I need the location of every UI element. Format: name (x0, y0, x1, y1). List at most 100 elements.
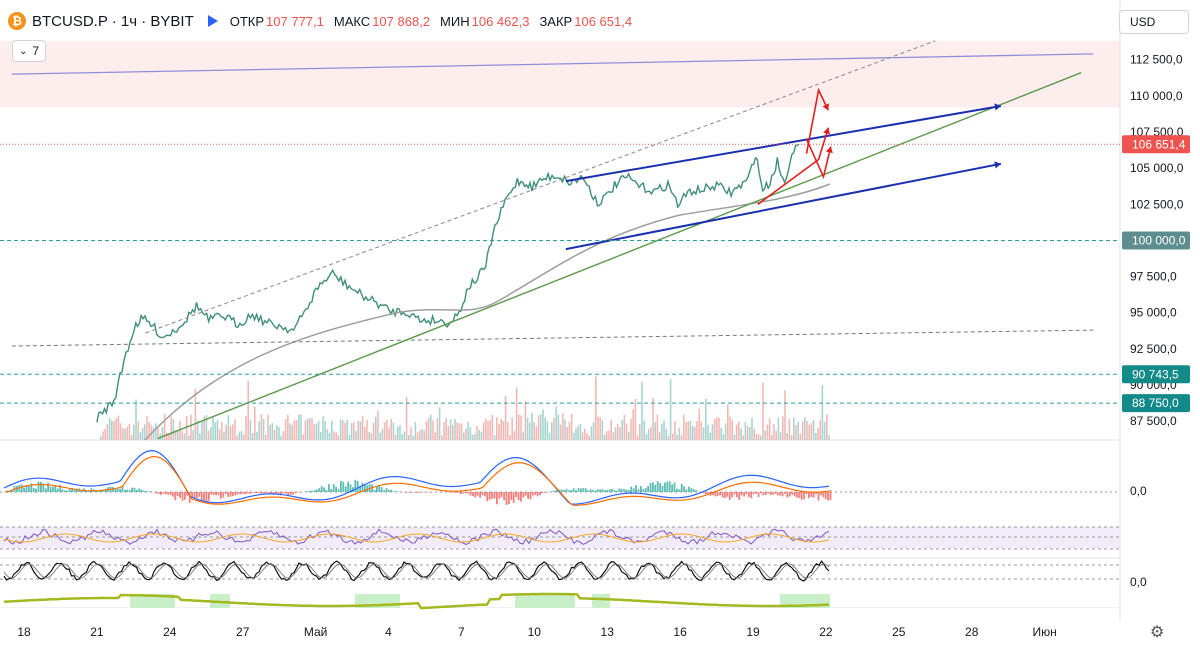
macd-histogram-bar (469, 492, 472, 496)
volume-bar (106, 424, 109, 440)
volume-bar (284, 419, 287, 440)
volume-bar (729, 416, 731, 440)
macd-histogram-bar (481, 492, 484, 496)
macd-histogram-bar (685, 489, 688, 492)
volume-bar (443, 422, 445, 440)
volume-bar (782, 415, 784, 440)
volume-bar (271, 422, 274, 440)
volume-bar (117, 415, 120, 440)
macd-histogram-bar (553, 490, 556, 492)
volume-bar (317, 420, 320, 440)
volume-bar (720, 427, 722, 440)
macd-histogram-bar (311, 490, 313, 492)
volume-bar (205, 415, 208, 440)
macd-histogram-bar (666, 481, 669, 492)
macd-histogram-bar (815, 492, 817, 495)
volume-bar (650, 427, 652, 440)
volume-bar (491, 414, 494, 440)
macd-histogram-bar (32, 488, 35, 492)
volume-bar (773, 424, 775, 440)
macd-histogram-bar (179, 492, 181, 498)
volume-bar (452, 425, 454, 440)
volume-bar (566, 427, 568, 440)
macd-histogram-bar (517, 492, 520, 501)
indicator-zero-label: 0,0 (1130, 484, 1147, 498)
volume-bar (601, 420, 604, 440)
volume-bar (113, 420, 115, 440)
macd-histogram-bar (580, 488, 582, 492)
volume-bar (533, 422, 535, 440)
y-tick-label: 95 000,0 (1130, 306, 1177, 320)
macd-histogram-bar (736, 492, 738, 497)
macd-histogram-bar (649, 483, 652, 492)
macd-histogram-bar (604, 490, 606, 492)
forecast-arrow (805, 138, 832, 180)
volume-bar (218, 429, 221, 440)
volume-bar (322, 416, 324, 440)
volume-bar (801, 421, 804, 440)
volume-bar (656, 414, 659, 440)
symbol-title[interactable]: BTCUSD.P · 1ч · BYBIT (32, 12, 194, 30)
gear-icon[interactable]: ⚙ (1150, 624, 1165, 641)
volume-bar (513, 431, 516, 440)
volume-bar (168, 432, 170, 440)
macd-histogram-bar (529, 492, 532, 500)
volume-bar (606, 431, 608, 440)
volume-bar (586, 433, 588, 440)
flag-icon[interactable] (207, 15, 218, 27)
macd-histogram-bar (676, 488, 678, 492)
volume-bar (553, 417, 555, 440)
currency-select[interactable]: USD (1119, 10, 1189, 34)
macd-histogram-bar (810, 492, 813, 497)
volume-bar (188, 435, 190, 440)
volume-bar (302, 434, 304, 440)
volume-bar (476, 425, 478, 440)
volume-bar (344, 423, 346, 440)
macd-histogram-bar (498, 492, 501, 499)
macd-histogram-bar (551, 491, 553, 492)
volume-bar (326, 429, 329, 440)
macd-histogram-bar (714, 492, 717, 497)
macd-histogram-bar (344, 486, 347, 492)
macd-histogram-bar (796, 492, 798, 498)
volume-bar (456, 422, 458, 440)
macd-histogram-bar (200, 492, 203, 501)
macd-histogram-bar (726, 492, 729, 497)
volume-bar (124, 428, 126, 440)
volume-bar (806, 420, 808, 440)
indicators-toggle[interactable]: ⌄ 7 (12, 40, 47, 62)
volume-bar (102, 431, 104, 440)
volume-bar (636, 435, 639, 440)
volume-bar (119, 423, 122, 440)
macd-histogram-bar (119, 488, 121, 492)
volume-bar (658, 431, 661, 440)
macd-histogram-bar (59, 484, 61, 492)
macd-histogram-bar (133, 487, 136, 492)
price-badge (1122, 365, 1190, 384)
volume-bar (716, 417, 718, 440)
macd-histogram-bar (289, 492, 292, 495)
macd-histogram-bar (745, 492, 748, 495)
macd-histogram-bar (565, 488, 568, 492)
macd-histogram-bar (589, 489, 592, 492)
volume-bar (291, 425, 293, 440)
macd-histogram-bar (196, 492, 198, 498)
volume-bar (628, 431, 630, 440)
x-tick-label: 10 (528, 625, 542, 639)
volume-bar (300, 414, 302, 440)
macd-histogram-bar (750, 492, 753, 499)
volume-bar (394, 434, 397, 440)
macd-histogram-bar (215, 492, 217, 496)
macd-histogram-bar (284, 492, 287, 494)
volume-bar (425, 421, 428, 440)
volume-bar (702, 427, 705, 440)
rsi-line (3, 528, 830, 546)
macd-histogram-bar (280, 492, 282, 496)
macd-histogram-bar (320, 486, 323, 492)
macd-histogram-bar (388, 489, 390, 492)
macd-histogram-bar (642, 489, 645, 492)
currency-label: USD (1130, 15, 1156, 29)
volume-bar (526, 417, 529, 440)
price-badge (1122, 394, 1190, 413)
